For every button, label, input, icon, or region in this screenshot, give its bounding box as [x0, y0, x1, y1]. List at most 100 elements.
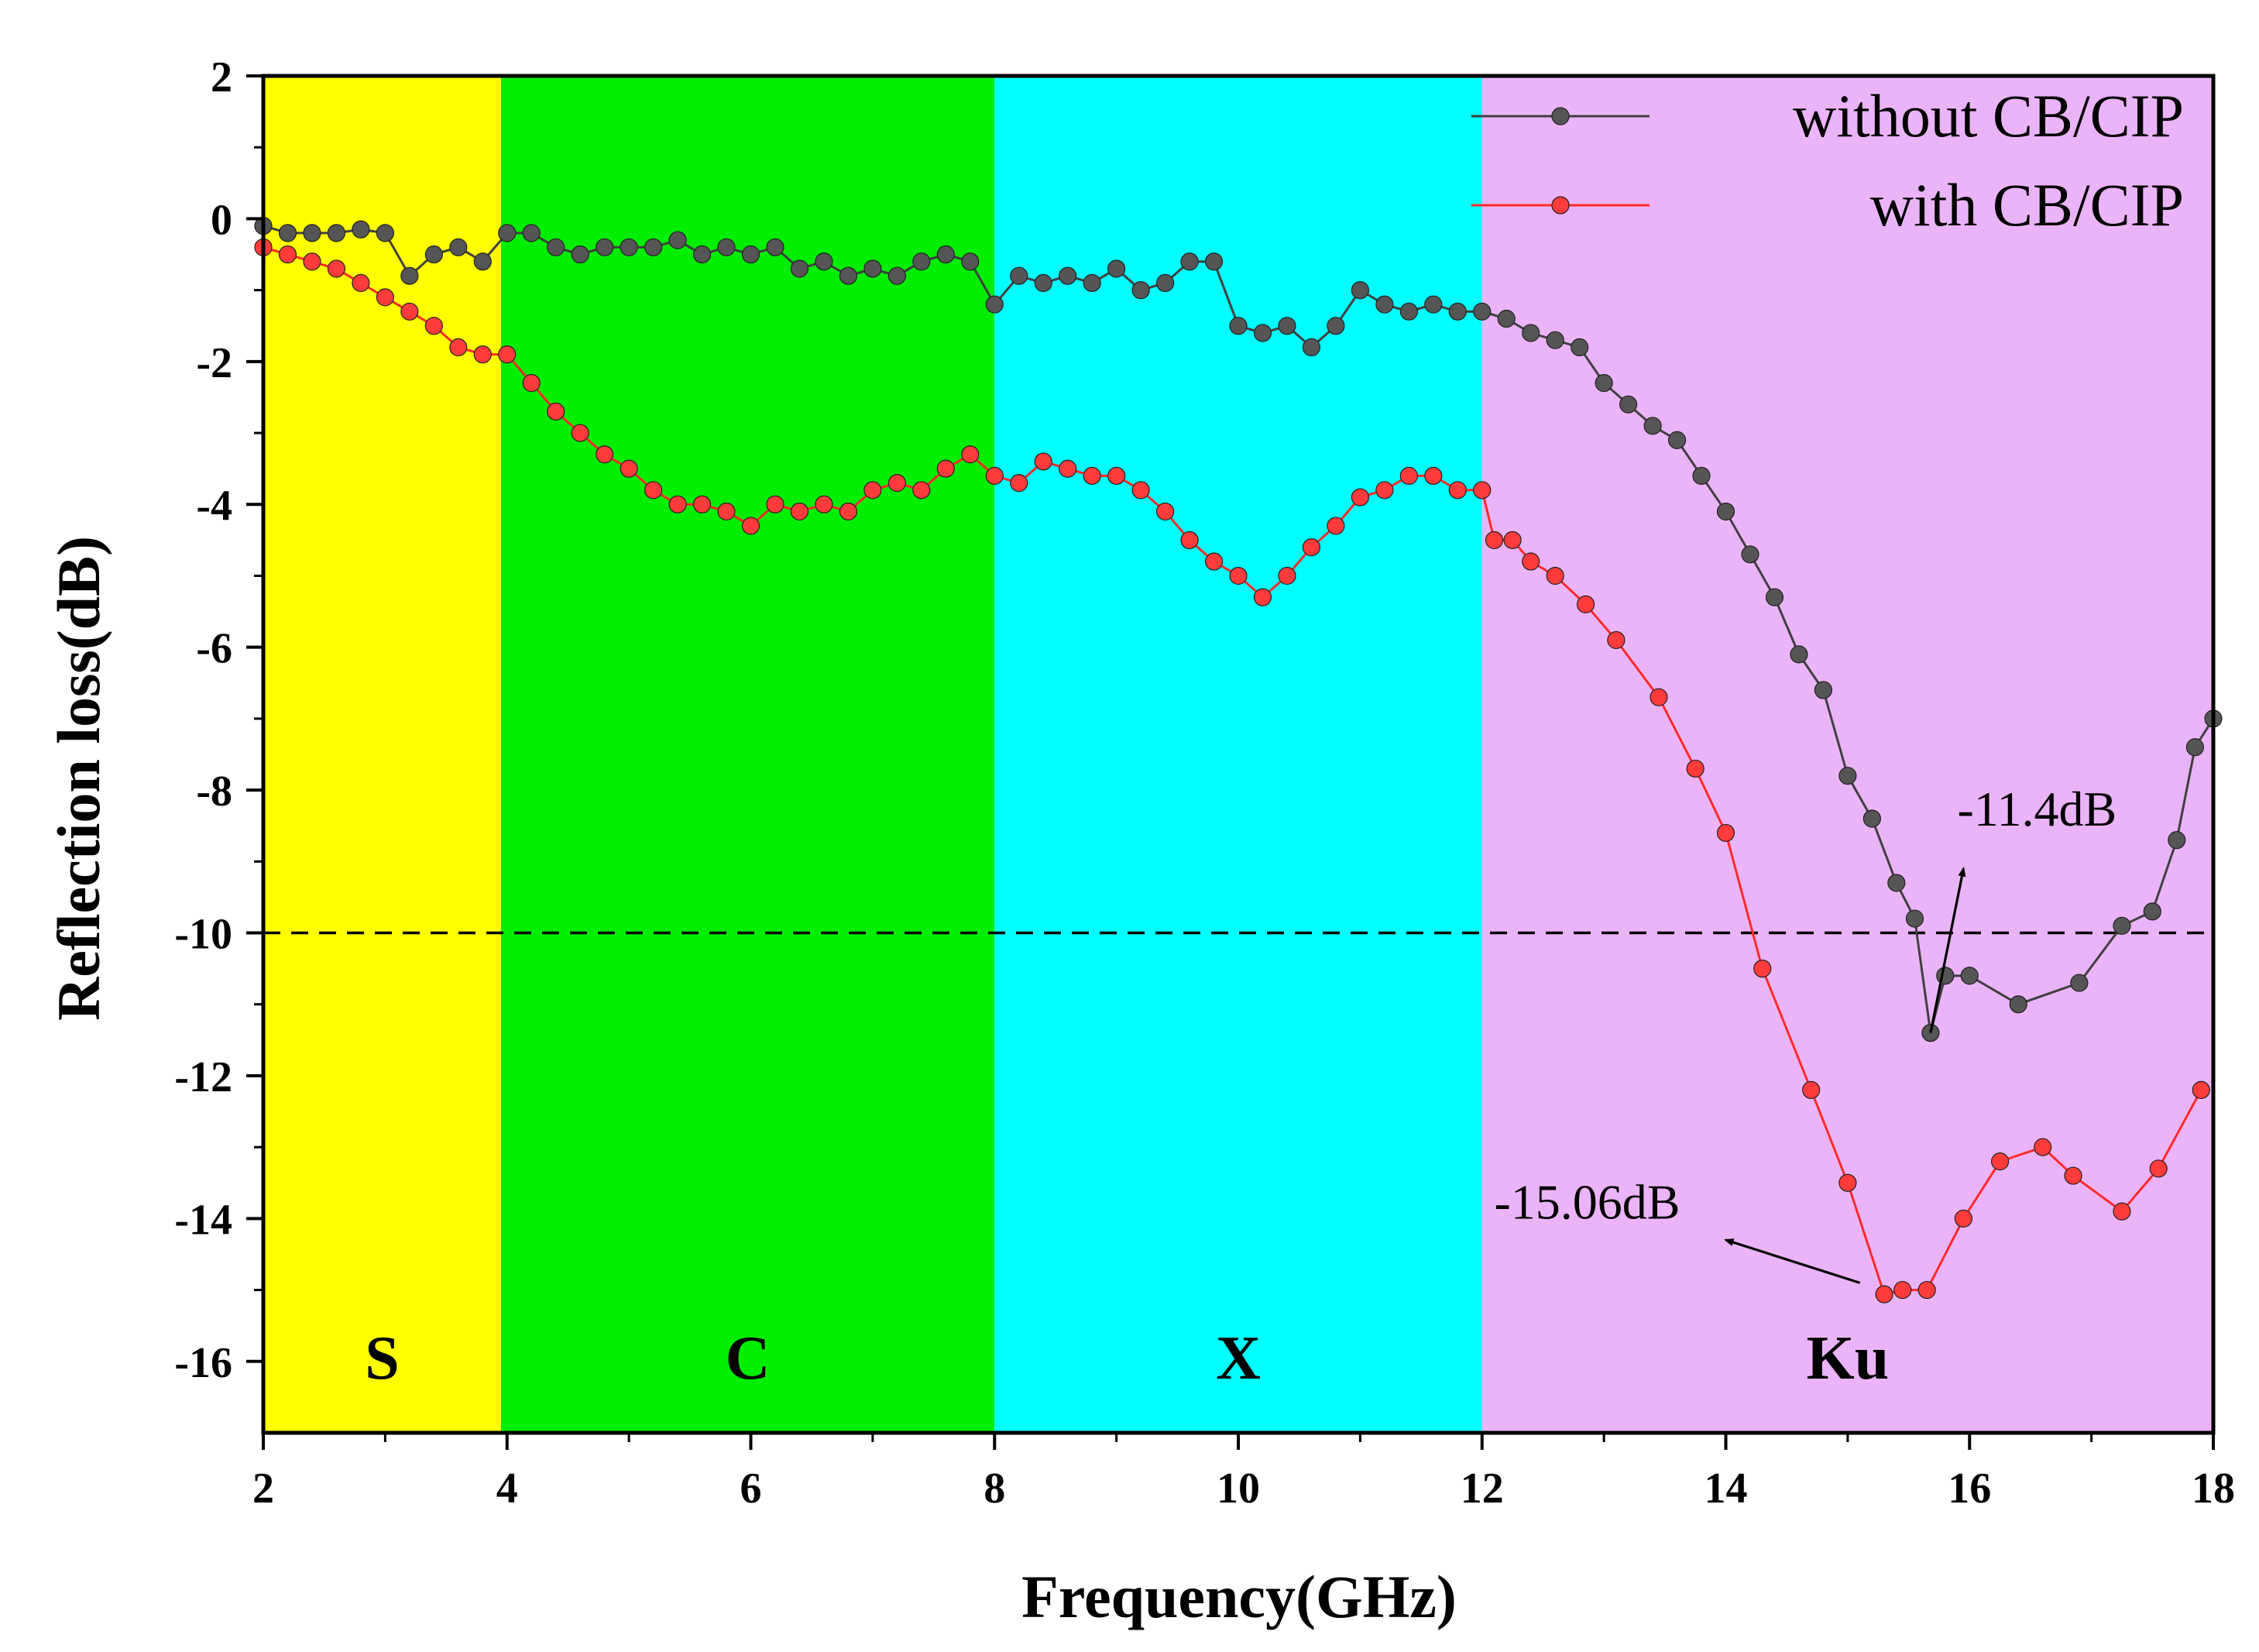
data-point: [887, 473, 906, 493]
data-point: [547, 238, 565, 256]
data-point: [1485, 531, 1504, 549]
data-series: [254, 217, 2223, 1303]
data-point: [1473, 481, 1492, 500]
x-tick-label: 2: [252, 1465, 274, 1513]
data-point: [741, 245, 760, 264]
data-point: [961, 445, 980, 464]
data-point: [863, 259, 882, 278]
data-point: [1905, 909, 1924, 928]
data-point: [498, 345, 517, 364]
data-point: [1253, 588, 1272, 606]
data-point: [644, 481, 663, 500]
data-point: [1059, 266, 1077, 285]
data-point: [2113, 1202, 2131, 1221]
data-point: [1990, 1152, 2010, 1171]
annotation-arrow: [1726, 1240, 1861, 1284]
data-point: [1643, 417, 1662, 435]
data-point: [1107, 259, 1126, 278]
data-point: [278, 224, 297, 242]
band-ku: [1481, 76, 2213, 1433]
data-point: [1716, 823, 1735, 843]
x-tick-label: 18: [2192, 1465, 2235, 1513]
data-point: [498, 224, 517, 242]
data-point: [620, 459, 638, 478]
y-tick-label: 0: [211, 196, 232, 244]
data-point: [1424, 466, 1443, 485]
data-point: [1893, 1280, 1912, 1300]
data-point: [620, 238, 638, 256]
y-tick-label: -16: [174, 1339, 232, 1387]
data-point: [1155, 502, 1175, 521]
x-tick-label: 12: [1461, 1465, 1504, 1513]
annotation-with-min: -15.06dB: [1494, 1174, 1861, 1284]
data-point: [644, 238, 663, 256]
data-point: [352, 220, 370, 239]
data-point: [376, 288, 394, 307]
data-point: [1650, 688, 1668, 706]
y-tick-label: -8: [196, 768, 232, 816]
data-point: [1010, 473, 1028, 493]
y-axis-title: Reflection loss(dB): [45, 536, 112, 1021]
y-tick-label: -4: [196, 482, 232, 530]
data-point: [1131, 481, 1150, 500]
data-point: [1667, 431, 1687, 449]
data-point: [1375, 295, 1394, 314]
data-point: [1448, 302, 1467, 321]
data-point: [766, 495, 784, 513]
annotation-arrow: [1929, 869, 1963, 1033]
data-point: [961, 252, 980, 271]
band-label-c: C: [726, 1324, 771, 1393]
legend-entry-1: without CB/CIP: [1471, 82, 2184, 149]
data-point: [1375, 481, 1394, 500]
data-point: [1960, 967, 1979, 985]
data-point: [766, 238, 784, 256]
data-point: [522, 224, 541, 242]
band-label-ku: Ku: [1807, 1324, 1890, 1393]
data-point: [1838, 1173, 1857, 1192]
y-tick-label: 2: [211, 53, 232, 101]
data-point: [1302, 338, 1321, 356]
data-point: [1302, 538, 1321, 557]
band-label-x: X: [1216, 1324, 1261, 1393]
data-point: [1083, 273, 1101, 293]
data-point: [1327, 517, 1345, 535]
data-point: [912, 481, 931, 500]
data-point: [1278, 317, 1296, 335]
data-point: [668, 231, 687, 249]
data-point: [692, 245, 712, 264]
data-point: [1059, 459, 1077, 478]
data-point: [1686, 759, 1705, 778]
data-point: [2009, 995, 2027, 1014]
data-point: [717, 238, 736, 256]
x-tick-label: 14: [1705, 1465, 1748, 1513]
data-point: [839, 502, 858, 521]
data-point: [2070, 974, 2089, 992]
data-point: [985, 295, 1004, 314]
legend-label: without CB/CIP: [1793, 82, 2184, 149]
frequency-bands: [263, 76, 2213, 1433]
data-point: [1399, 302, 1418, 321]
x-tick-label: 16: [1948, 1465, 1991, 1513]
data-point: [278, 245, 297, 264]
y-tick-label: -2: [196, 339, 232, 387]
data-point: [1522, 324, 1540, 342]
data-point: [1503, 531, 1522, 549]
x-axis-title: Frequency(GHz): [1021, 1563, 1457, 1630]
data-point: [596, 445, 614, 464]
data-point: [741, 517, 760, 535]
data-point: [2034, 1138, 2052, 1156]
data-point: [1131, 281, 1150, 300]
data-point: [1576, 595, 1595, 613]
data-point: [522, 373, 541, 393]
data-point: [815, 252, 833, 271]
data-point: [1875, 1285, 1893, 1303]
data-point: [815, 495, 833, 513]
data-point: [1155, 273, 1175, 293]
data-point: [1692, 466, 1711, 485]
data-point: [2192, 1080, 2210, 1099]
data-point: [1180, 252, 1199, 271]
data-point: [1716, 502, 1735, 521]
data-point: [1351, 281, 1369, 300]
x-tick-label: 6: [740, 1465, 762, 1513]
